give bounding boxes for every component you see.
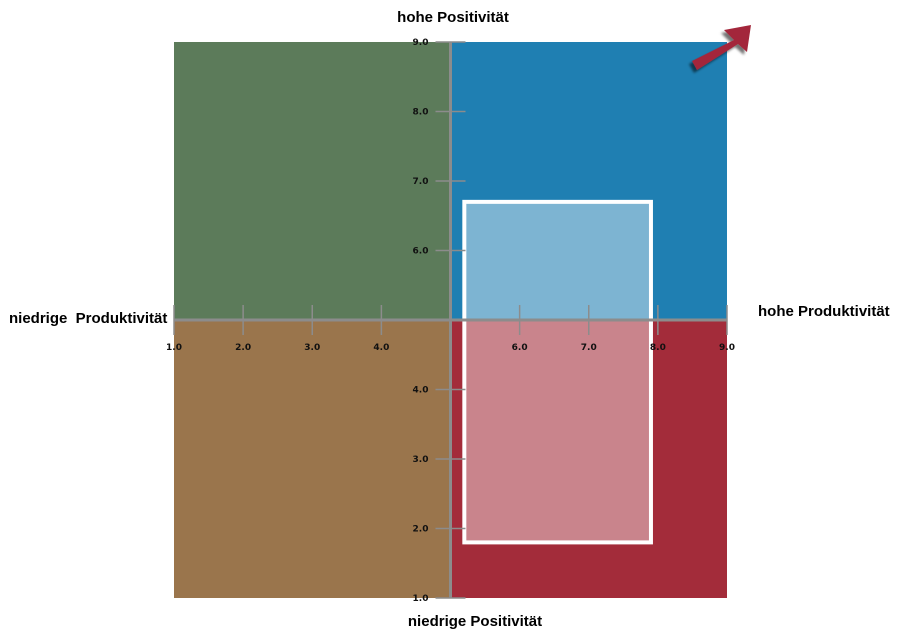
x-tick-label: 4.0 <box>373 343 389 353</box>
axis-label-right: hohe Produktivität <box>758 303 890 320</box>
quadrant-bottom-left <box>174 320 451 598</box>
y-tick-label: 7.0 <box>413 177 429 187</box>
quadrant-bottom-right <box>450 320 727 598</box>
y-tick-label: 6.0 <box>413 247 429 257</box>
highlight-region <box>462 199 653 545</box>
y-tick-label: 4.0 <box>413 386 429 396</box>
x-tick-label: 8.0 <box>650 343 666 353</box>
y-tick-label: 3.0 <box>413 455 429 465</box>
x-tick-label: 7.0 <box>581 343 597 353</box>
axis-label-top: hohe Positivität <box>397 9 509 26</box>
x-tick-label: 2.0 <box>235 343 251 353</box>
y-tick-label: 1.0 <box>413 594 429 604</box>
axis-label-bottom: niedrige Positivität <box>408 613 542 630</box>
quadrant-top-right <box>450 42 727 320</box>
quadrant-top-left <box>174 42 451 320</box>
x-tick-label: 1.0 <box>166 343 182 353</box>
y-tick-label: 2.0 <box>413 525 429 535</box>
x-tick-label: 3.0 <box>304 343 320 353</box>
x-tick-label: 9.0 <box>719 343 735 353</box>
y-tick-label: 9.0 <box>413 38 429 48</box>
arrow-icon <box>692 25 751 70</box>
axis-label-left: niedrige Produktivität <box>9 310 167 327</box>
x-tick-label: 6.0 <box>512 343 528 353</box>
y-tick-label: 8.0 <box>413 108 429 118</box>
